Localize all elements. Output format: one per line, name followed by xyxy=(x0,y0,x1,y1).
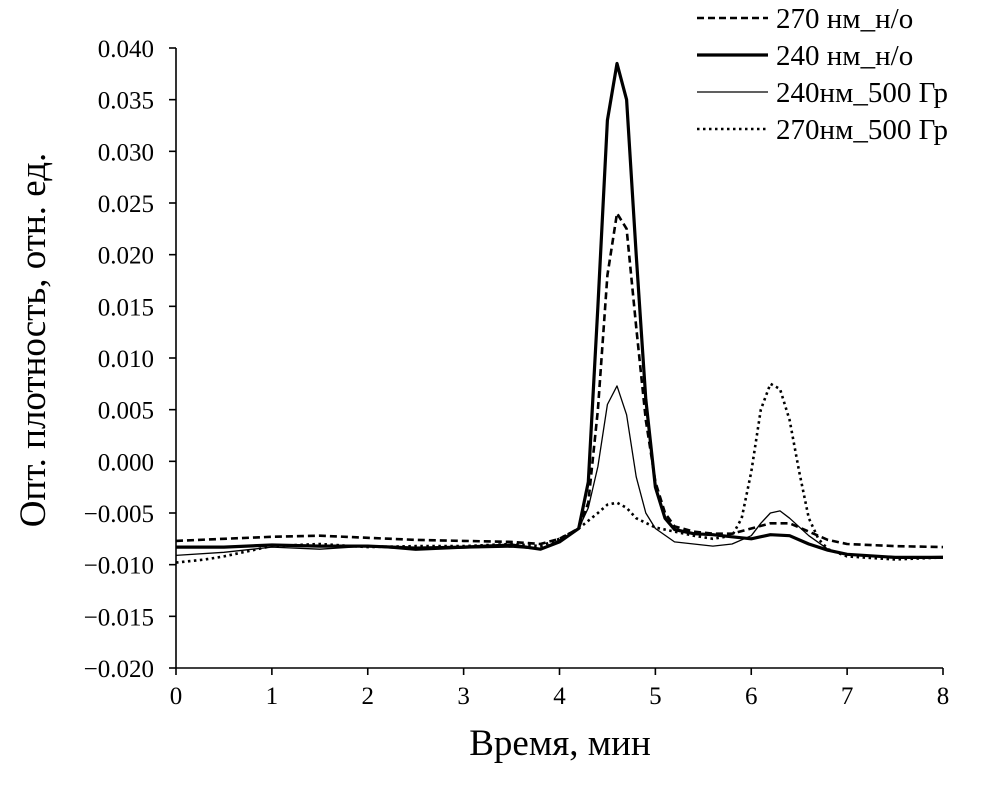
y-tick-label: 0.015 xyxy=(98,294,154,321)
x-tick-label: 0 xyxy=(170,683,183,710)
x-axis-title: Время, мин xyxy=(469,723,651,764)
legend-label-3: 240нм_500 Гр xyxy=(776,77,948,109)
legend-label-4: 270нм_500 Гр xyxy=(776,114,948,146)
axes-layer: −0.020 −0.015 −0.010 −0.005 0.000 0.005 0.010 0… xyxy=(84,36,950,710)
y-tick-label: −0.015 xyxy=(84,604,154,631)
legend-label-2: 240 нм_н/о xyxy=(776,40,913,72)
y-tick-label: 0.030 xyxy=(98,139,154,166)
series-line-1 xyxy=(175,212,944,549)
y-tick-label: 0.035 xyxy=(98,88,154,115)
x-tick-label: 7 xyxy=(841,683,854,710)
legend: 270 нм_н/о 240 нм_н/о 240нм_500 Гр 270нм_50… xyxy=(697,3,948,146)
series-line-2 xyxy=(176,61,943,559)
x-tick-label: 5 xyxy=(649,683,662,710)
y-axis-title: Опт. плотность, отн. ед. xyxy=(13,153,54,528)
y-tick-label: 0.005 xyxy=(98,398,154,425)
y-tick-label: 0.040 xyxy=(98,36,154,63)
x-tick-label: 6 xyxy=(745,683,758,710)
y-tick-label: −0.020 xyxy=(84,656,154,683)
y-tick-label: 0.010 xyxy=(98,346,154,373)
x-tick-label: 4 xyxy=(553,683,566,710)
legend-label-1: 270 нм_н/о xyxy=(776,3,913,35)
x-tick-label: 8 xyxy=(937,683,950,710)
y-tick-label: −0.005 xyxy=(84,501,154,528)
y-tick-label: 0.020 xyxy=(98,243,154,270)
y-tick-label: 0.000 xyxy=(98,449,154,476)
x-tick-label: 2 xyxy=(362,683,375,710)
x-tick-label: 3 xyxy=(457,683,470,710)
y-tick-label: 0.025 xyxy=(98,191,154,218)
series-line-3 xyxy=(175,385,944,559)
plot-layer xyxy=(175,61,944,564)
y-tick-label: −0.010 xyxy=(84,553,154,580)
x-tick-label: 1 xyxy=(266,683,279,710)
